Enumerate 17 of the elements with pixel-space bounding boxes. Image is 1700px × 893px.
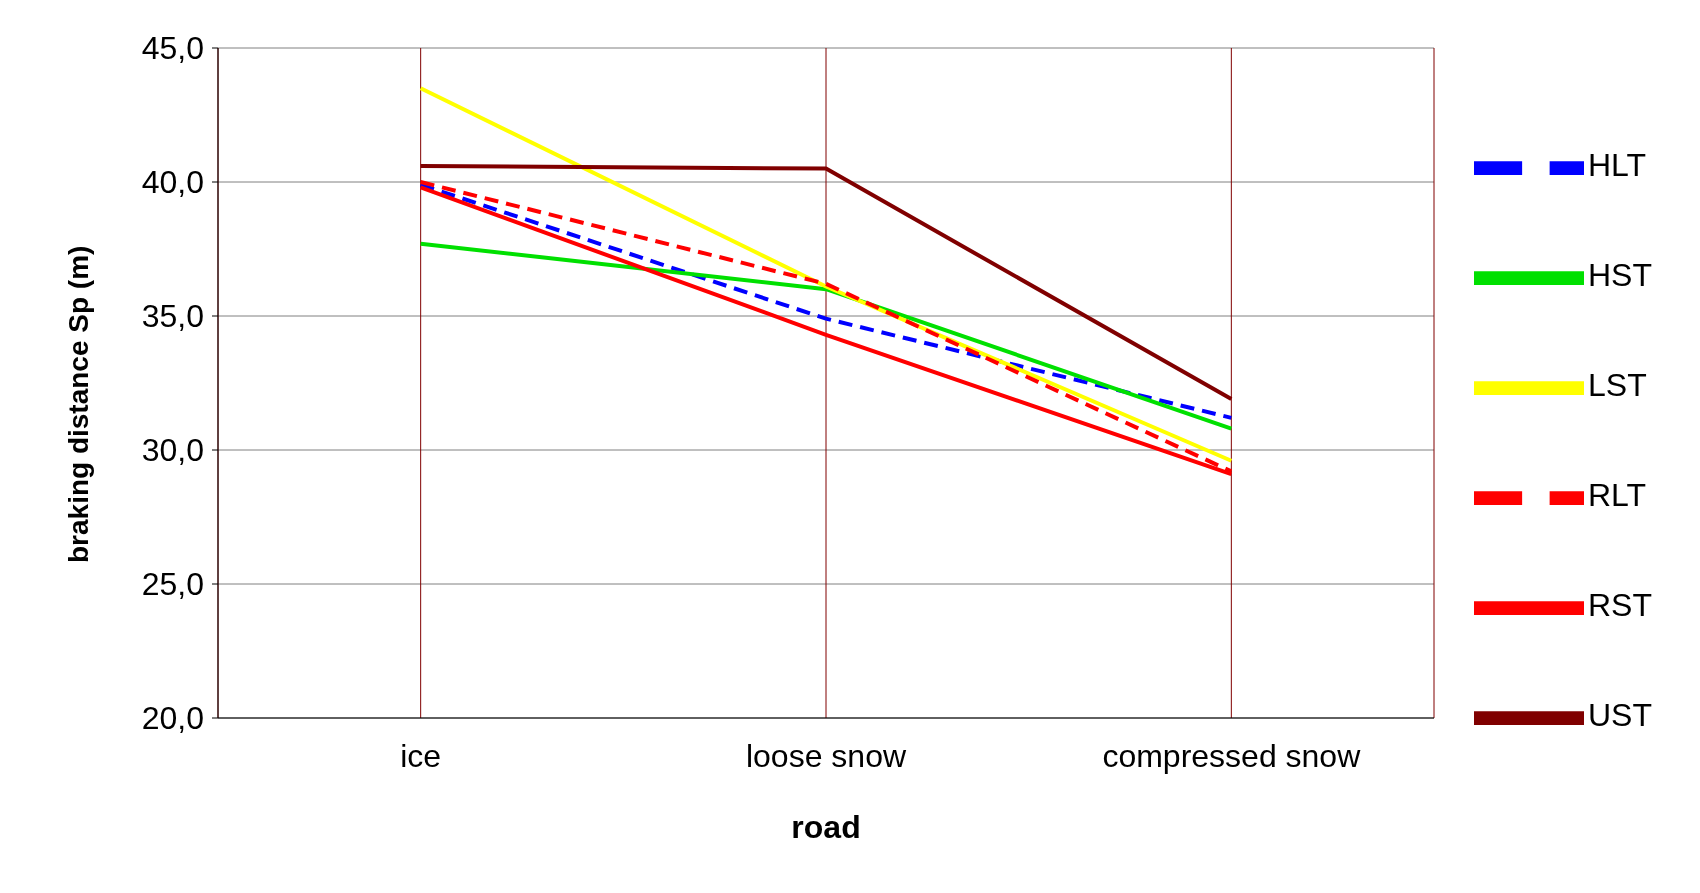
legend-label: HST [1588, 257, 1652, 294]
x-tick-label: compressed snow [1102, 737, 1362, 774]
legend-label: UST [1588, 697, 1652, 734]
legend-label: RST [1588, 587, 1652, 624]
y-axis-title: braking distance Sp (m) [62, 245, 94, 563]
y-tick-label: 30,0 [141, 432, 204, 469]
x-tick-label: ice [400, 737, 442, 774]
y-tick-label: 20,0 [141, 700, 204, 737]
legend-label: RLT [1588, 477, 1647, 514]
y-tick-label: 35,0 [141, 298, 204, 335]
y-tick-label: 40,0 [141, 164, 204, 201]
legend-label: HLT [1588, 147, 1647, 184]
y-tick-label: 45,0 [141, 30, 204, 67]
x-tick-label: loose snow [745, 737, 907, 774]
legend-label: LST [1588, 367, 1647, 404]
y-tick-label: 25,0 [141, 566, 204, 603]
x-axis-title: road [791, 809, 861, 845]
